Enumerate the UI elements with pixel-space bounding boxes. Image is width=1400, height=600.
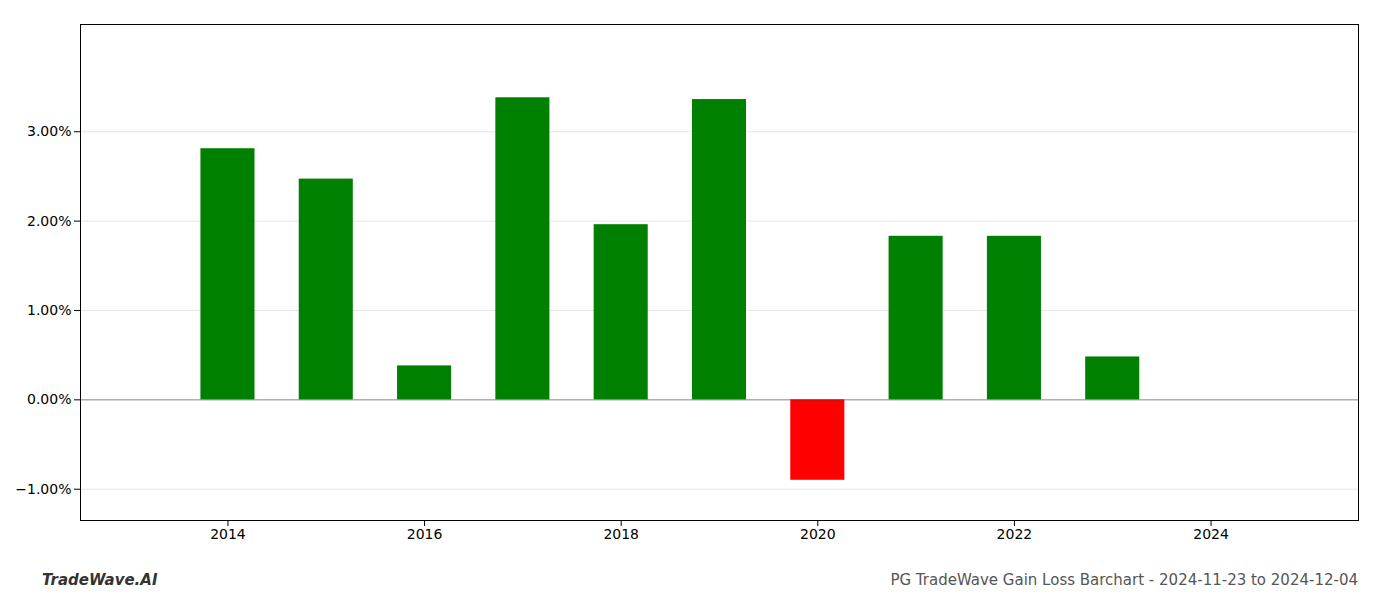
svg-text:0.00%: 0.00%	[27, 391, 71, 407]
svg-text:2020: 2020	[800, 526, 836, 542]
html-text:PG TradeWave Gain Loss Barchar: PG TradeWave Gain Loss Barchart - 2024-1…	[890, 571, 1358, 589]
svg-text:2014: 2014	[210, 526, 246, 542]
svg-text:2024: 2024	[1193, 526, 1229, 542]
svg-text:1.00%: 1.00%	[27, 302, 71, 318]
svg-text:−1.00%: −1.00%	[15, 481, 71, 497]
svg-text:2.00%: 2.00%	[27, 213, 71, 229]
svg-text:2016: 2016	[407, 526, 443, 542]
svg-text:3.00%: 3.00%	[27, 123, 71, 139]
svg-text:2018: 2018	[603, 526, 639, 542]
html-text:TradeWave.AI: TradeWave.AI	[42, 571, 158, 589]
svg-text:2022: 2022	[997, 526, 1033, 542]
